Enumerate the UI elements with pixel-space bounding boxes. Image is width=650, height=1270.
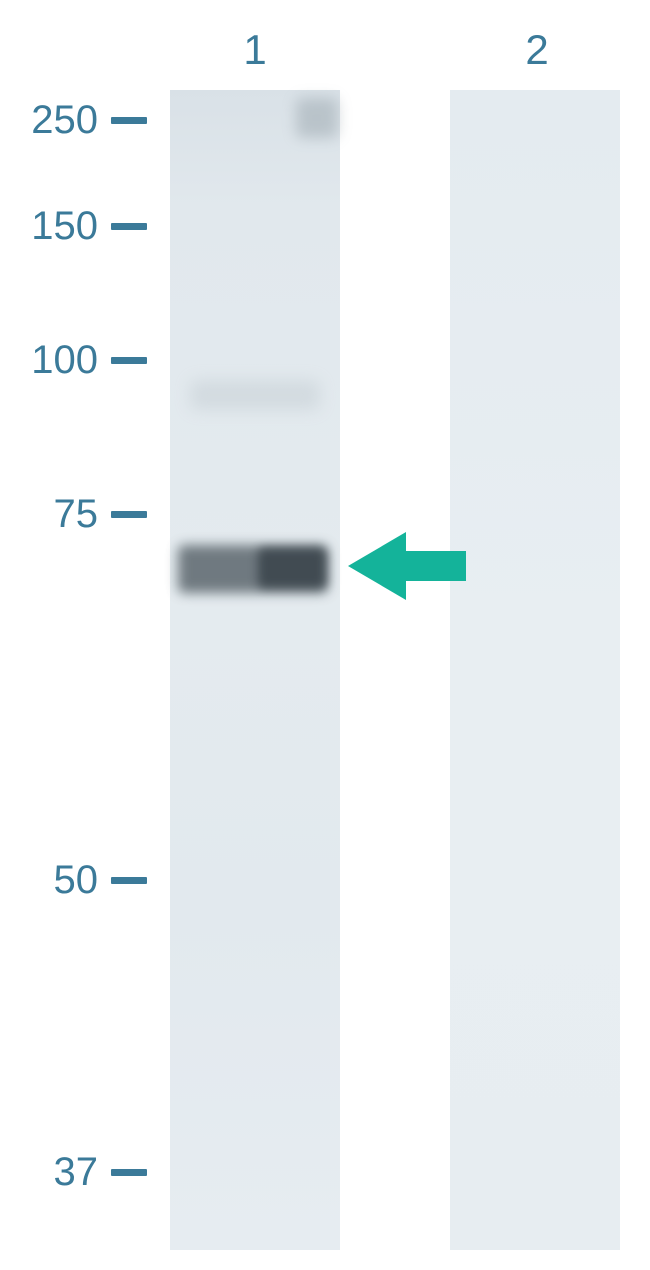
- mw-marker-tick: [111, 223, 147, 230]
- lane-2-strip: [450, 90, 620, 1250]
- mw-marker-tick: [111, 117, 147, 124]
- mw-marker-tick: [111, 877, 147, 884]
- arrow-stem: [406, 551, 466, 581]
- mw-marker-tick: [111, 511, 147, 518]
- mw-marker-label: 75: [8, 492, 98, 537]
- protein-band: [258, 548, 326, 588]
- mw-marker-tick: [111, 1169, 147, 1176]
- mw-marker-tick: [111, 357, 147, 364]
- protein-band: [296, 98, 338, 138]
- mw-marker-label: 50: [8, 858, 98, 903]
- mw-marker-label: 100: [8, 338, 98, 383]
- mw-marker-label: 150: [8, 204, 98, 249]
- western-blot-figure: 1 2 250 150 100 75 50 37: [0, 0, 650, 1270]
- lane-1-header: 1: [190, 26, 320, 74]
- protein-band: [190, 380, 320, 410]
- lane-2-header: 2: [472, 26, 602, 74]
- arrow-head-icon: [348, 532, 406, 600]
- mw-marker-label: 250: [8, 98, 98, 143]
- mw-marker-label: 37: [8, 1150, 98, 1195]
- lane-1-strip: [170, 90, 340, 1250]
